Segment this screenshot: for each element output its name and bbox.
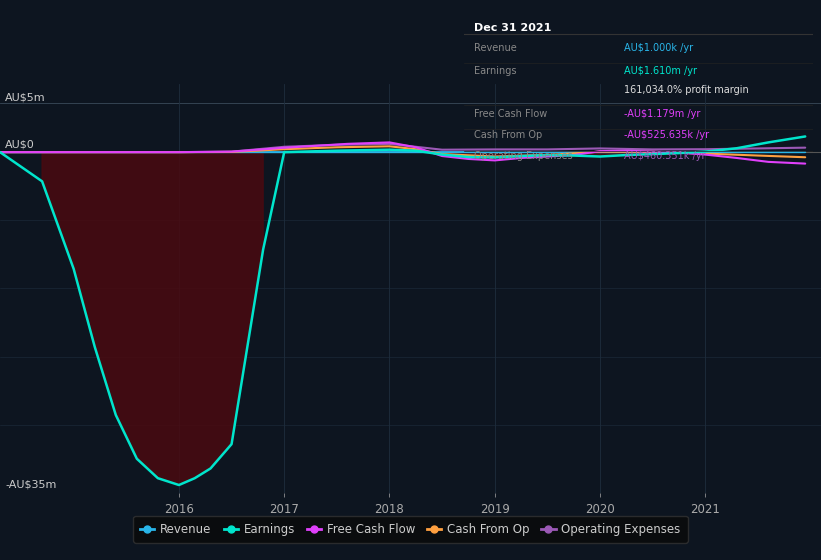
Text: -AU$525.635k /yr: -AU$525.635k /yr [624,130,709,141]
Text: AU$1.000k /yr: AU$1.000k /yr [624,43,694,53]
Text: Operating Expenses: Operating Expenses [475,151,573,161]
Text: Earnings: Earnings [475,67,517,77]
Text: AU$5m: AU$5m [5,92,46,102]
Legend: Revenue, Earnings, Free Cash Flow, Cash From Op, Operating Expenses: Revenue, Earnings, Free Cash Flow, Cash … [133,516,688,543]
Text: AU$1.610m /yr: AU$1.610m /yr [624,67,697,77]
Text: Revenue: Revenue [475,43,517,53]
Text: AU$0: AU$0 [5,139,35,149]
Text: Dec 31 2021: Dec 31 2021 [475,23,552,33]
Text: Free Cash Flow: Free Cash Flow [475,109,548,119]
Text: 161,034.0% profit margin: 161,034.0% profit margin [624,85,749,95]
Text: AU$460.351k /yr: AU$460.351k /yr [624,151,706,161]
Text: -AU$1.179m /yr: -AU$1.179m /yr [624,109,701,119]
Text: -AU$35m: -AU$35m [5,480,57,490]
Text: Cash From Op: Cash From Op [475,130,543,141]
